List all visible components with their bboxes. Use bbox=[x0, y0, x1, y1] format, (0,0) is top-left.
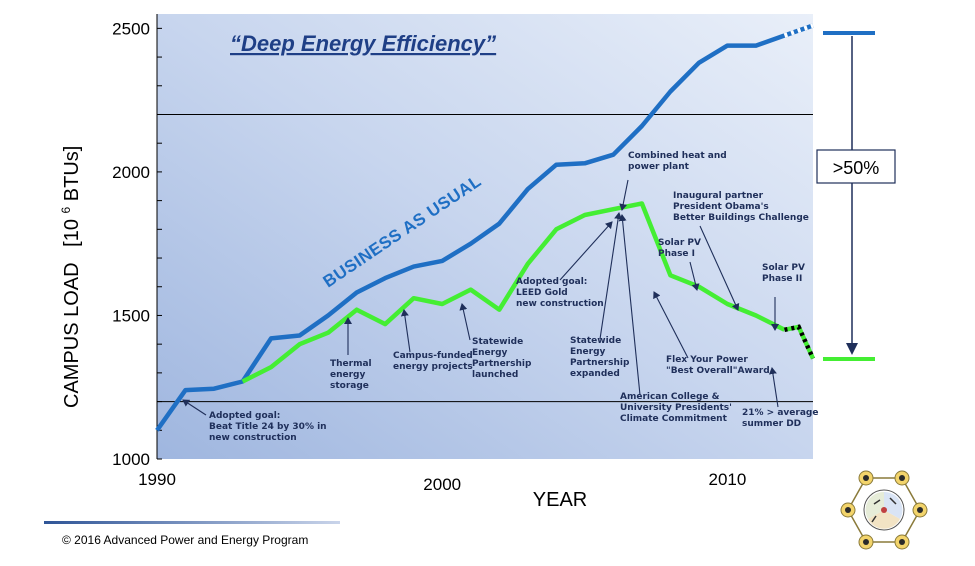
annotation-line: Partnership bbox=[570, 358, 630, 368]
annotation-arrow bbox=[689, 261, 700, 291]
annotation-line: Solar PV bbox=[658, 238, 701, 248]
annotation-10: Flex Your Power "Best Overall"Award bbox=[666, 355, 770, 376]
chart-title: “Deep Energy Efficiency” bbox=[230, 31, 496, 56]
annotation-line: Thermal bbox=[330, 359, 372, 369]
annotation-arrow bbox=[619, 179, 629, 211]
annotation-line: LEED Gold bbox=[516, 288, 568, 298]
y-axis-label: CAMPUS LOAD [10 6 BTUs] bbox=[53, 146, 83, 408]
plot-area bbox=[157, 14, 813, 459]
annotation-3: Statewide Energy Partnership launched bbox=[472, 337, 532, 380]
annotation-arrow bbox=[653, 291, 689, 359]
x-tick-label: 1990 bbox=[138, 470, 176, 489]
x-ticks: 1990 2000 2010 bbox=[138, 470, 746, 494]
annotation-line: 21% > average bbox=[742, 408, 818, 418]
annotation-7: American College & University Presidents'… bbox=[620, 392, 732, 424]
annotation-line: expanded bbox=[570, 369, 620, 379]
footer-rule bbox=[44, 521, 340, 524]
annotation-line: "Best Overall"Award bbox=[666, 366, 770, 376]
series-projection-dash-0 bbox=[783, 23, 814, 38]
series-projection-dash-1 bbox=[784, 324, 816, 360]
footer-copyright: © 2016 Advanced Power and Energy Program bbox=[62, 533, 309, 547]
y-axis-label-unit-exp: 6 bbox=[59, 206, 73, 213]
annotation-11: Solar PV Phase II bbox=[762, 263, 805, 284]
annotation-5: Statewide Energy Partnership expanded bbox=[570, 336, 630, 379]
annotation-line: President Obama's bbox=[673, 202, 769, 212]
y-tick-label: 2000 bbox=[112, 163, 150, 182]
annotation-line: summer DD bbox=[742, 419, 801, 429]
annotation-line: new construction bbox=[516, 299, 604, 309]
annotation-12: 21% > average summer DD bbox=[742, 408, 818, 429]
annotation-line: Energy bbox=[570, 347, 606, 357]
annotation-9: Solar PV Phase I bbox=[658, 238, 701, 259]
annotation-1: Thermal energy storage bbox=[330, 359, 372, 391]
annotation-arrow bbox=[599, 212, 623, 340]
annotation-arrow bbox=[182, 399, 207, 416]
x-tick-label: 2000 bbox=[423, 475, 461, 494]
annotation-line: Adopted goal: bbox=[209, 411, 280, 421]
y-tick-label: 1000 bbox=[112, 450, 150, 469]
annotation-line: Phase II bbox=[762, 274, 802, 284]
annotation-arrow bbox=[618, 214, 641, 396]
annotation-line: Beat Title 24 by 30% in bbox=[209, 422, 327, 432]
annotation-line: storage bbox=[330, 381, 369, 391]
bracket-box bbox=[816, 149, 896, 184]
annotation-arrow bbox=[459, 303, 471, 341]
annotation-2: Campus-funded energy projects bbox=[393, 351, 473, 372]
annotation-line: Energy bbox=[472, 348, 508, 358]
x-axis-label: YEAR bbox=[533, 489, 587, 511]
annotation-line: Climate Commitment bbox=[620, 414, 728, 424]
annotation-line: power plant bbox=[628, 162, 690, 172]
annotation-arrow bbox=[768, 367, 779, 408]
annotation-line: Flex Your Power bbox=[666, 355, 748, 365]
annotation-arrow bbox=[559, 221, 613, 281]
y-axis-label-unit-close: BTUs] bbox=[61, 146, 83, 202]
annotation-8: Inaugural partner President Obama's Better… bbox=[673, 191, 809, 223]
y-tick-label: 1500 bbox=[112, 306, 150, 325]
annotation-line: Partnership bbox=[472, 359, 532, 369]
x-tick-label: 2010 bbox=[709, 470, 747, 489]
reduction-bracket: >50% bbox=[816, 31, 896, 361]
y-axis-label-main: CAMPUS LOAD bbox=[61, 262, 83, 408]
annotation-line: new construction bbox=[209, 433, 297, 443]
y-axis-label-unit-open: [10 bbox=[61, 219, 83, 247]
annotation-arrow bbox=[400, 309, 411, 353]
annotation-line: Phase I bbox=[658, 249, 695, 259]
annotation-line: American College & bbox=[620, 392, 720, 402]
annotation-line: Campus-funded bbox=[393, 351, 473, 361]
y-tick-label: 2500 bbox=[112, 19, 150, 38]
series-line-0 bbox=[155, 33, 786, 432]
program-logo bbox=[840, 470, 928, 550]
annotation-arrow bbox=[699, 225, 740, 311]
annotation-6: Combined heat and power plant bbox=[628, 151, 727, 172]
annotation-line: energy projects bbox=[393, 362, 473, 372]
annotation-line: Better Buildings Challenge bbox=[673, 213, 809, 223]
bracket-label: >50% bbox=[833, 158, 880, 178]
annotation-line: Statewide bbox=[570, 336, 621, 346]
annotation-line: Combined heat and bbox=[628, 151, 727, 161]
grid-lines bbox=[157, 113, 813, 403]
annotation-line: Adopted goal: bbox=[516, 277, 587, 287]
y-ticks: 1000 1500 2000 2500 bbox=[112, 19, 162, 469]
annotation-line: Statewide bbox=[472, 337, 523, 347]
annotation-line: Inaugural partner bbox=[673, 191, 764, 201]
annotation-line: launched bbox=[472, 370, 518, 380]
annotation-line: energy bbox=[330, 370, 365, 380]
annotation-4: Adopted goal: LEED Gold new construction bbox=[516, 277, 604, 309]
annotation-line: University Presidents' bbox=[620, 403, 732, 413]
annotations: Adopted goal: Beat Title 24 by 30% in new … bbox=[182, 151, 818, 443]
annotation-line: Solar PV bbox=[762, 263, 805, 273]
annotation-0: Adopted goal: Beat Title 24 by 30% in new … bbox=[209, 411, 327, 443]
